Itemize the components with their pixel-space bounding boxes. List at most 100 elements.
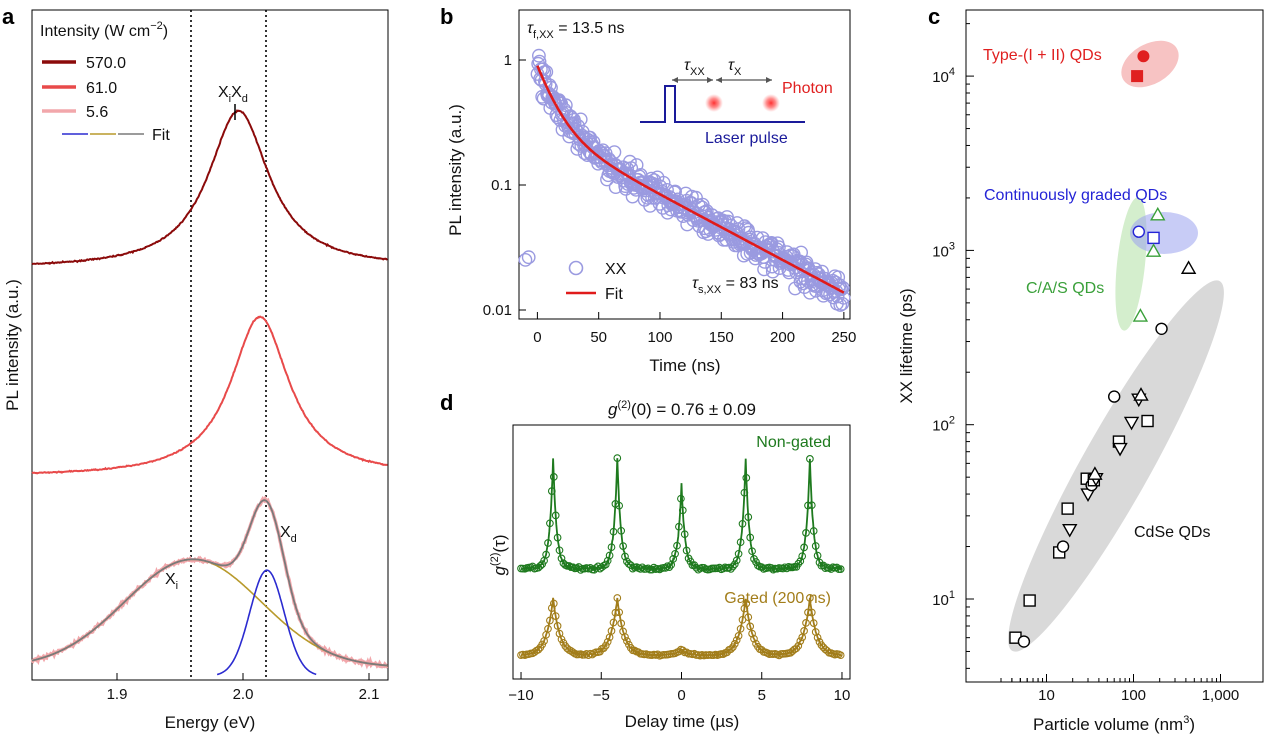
a-xlabel: Energy (eV) [165,713,256,732]
d-data-point [528,562,537,571]
c-data-point [1137,50,1150,63]
b-ytick-label: 0.1 [491,177,512,194]
a-xtick-label-2-0: 2.0 [233,686,254,703]
d-xtick-label: −5 [593,687,610,704]
c-data-point [1062,523,1078,538]
d-data-point [807,608,816,617]
d-data-point [594,562,602,571]
c-xtick-label: 100 [1121,687,1146,704]
b-legend-fit: Fit [605,286,623,303]
d-data-point [638,563,647,572]
d-data-point [544,624,552,633]
d-data-point [536,562,545,570]
d-data-point [678,506,687,515]
peak-label-xixd: XiXd [218,84,248,105]
d-data-point [628,564,637,573]
d-trace-nongated [520,458,843,574]
panel-label-c: c [928,4,940,29]
c-data-point [1180,260,1197,274]
d-data-point [809,527,818,535]
d-data-point [715,563,724,572]
d-data-point [744,613,753,622]
panel-d-ticks: −10 −5 0 5 10 [508,672,850,704]
label-cas-qds: C/A/S QDs [1026,280,1104,297]
b-data-point [668,184,682,199]
d-data-point [598,563,606,572]
inset-photon-label: Photon [782,80,833,97]
d-data-point [569,563,577,572]
panel-c: c Type-(I + II) QDs Continuously graded … [897,4,1264,734]
b-data-point [623,154,637,169]
panel-label-d: d [440,390,453,415]
a-xtick-label-1-9: 1.9 [107,686,128,703]
panel-c-points [1009,50,1197,648]
d-xtick-label: −10 [508,687,533,704]
d-data-point [792,644,801,653]
d-data-point [613,594,622,602]
d-data-point [601,560,610,569]
d-data-point [619,542,627,550]
d-data-point [611,500,620,508]
photon-dot-2 [762,94,780,112]
panel-d: d g(2)(0) = 0.76 ± 0.09 Non-gated Gated … [440,390,851,731]
a-ylabel: PL intensity (a.u.) [3,279,22,411]
d-data-point [586,564,595,572]
d-data-point [757,563,766,571]
legend-label-fit: Fit [152,127,170,144]
b-legend-xx-marker [568,260,584,276]
label-cdse-qds: CdSe QDs [1134,524,1210,541]
d-data-point [609,527,618,536]
inset-tau-xx: τXX [684,57,705,78]
panel-a: a Intensity (W cm−2) 570.0 61.0 5.6 Fit … [2,4,389,732]
inset-laser-label: Laser pulse [705,130,788,147]
c-data-point [1056,540,1070,553]
b-ytick-label: 0.01 [483,302,512,319]
laser-pulse-trace [640,85,805,123]
d-data-point [794,642,803,650]
d-data-point [757,645,766,654]
a-fit-xd [216,569,317,676]
d-label-gated: Gated (200 ns) [724,590,831,607]
d-data-point [546,519,554,528]
d-data-point [800,543,808,552]
a-curve-61 [31,315,388,475]
d-data-point [836,565,845,573]
d-data-point [827,565,835,573]
d-data-point [644,564,652,573]
d-data-point [582,650,591,658]
d-data-point [615,501,624,510]
a-curve-5-6 [30,495,389,670]
c-data-point [1132,308,1149,322]
b-data-point [518,252,533,267]
d-data-point [553,533,562,542]
d-data-point [599,561,608,570]
d-data-point [555,546,564,555]
d-data-point [680,530,689,539]
d-data-point [677,494,685,503]
d-data-point [740,604,749,613]
d-data-point [625,560,633,568]
c-ytick-label: 103 [932,240,955,260]
d-xtick-label: 10 [834,687,851,704]
d-data-point [561,642,570,650]
d-data-point [796,637,805,645]
panel-a-legend-title: Intensity (W cm−2) [40,20,168,40]
b-xlabel: Time (ns) [649,356,720,375]
d-data-point [621,633,629,641]
d-data-point [673,541,681,550]
c-data-point [1107,390,1121,403]
b-xtick-label: 0 [533,329,541,346]
b-inset-diagram: τXX τX Photon Laser pulse [640,57,833,147]
d-data-point [813,551,822,560]
d-data-point [804,501,812,510]
panel-a-curves [30,109,389,676]
a-fit-xi [31,558,388,667]
d-data-point [740,488,749,497]
d-data-point [659,564,668,572]
c-data-point [1061,502,1074,515]
inset-tau-x: τX [728,57,742,78]
b-xtick-label: 250 [831,329,856,346]
d-data-point [675,647,683,656]
d-data-point [729,562,737,571]
